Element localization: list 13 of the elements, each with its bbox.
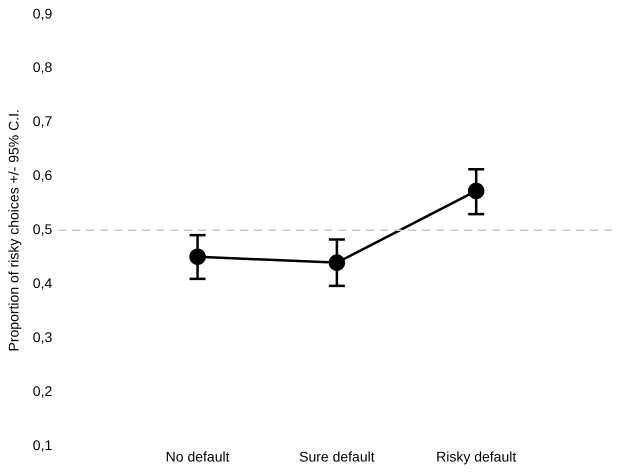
y-tick-label: 0,7 — [32, 113, 52, 130]
x-tick-label: Sure default — [299, 448, 375, 464]
y-tick-label: 0,9 — [32, 5, 52, 22]
x-tick-label: Risky default — [436, 448, 516, 464]
y-tick-label: 0,2 — [32, 383, 52, 400]
y-tick-label: 0,6 — [32, 167, 52, 184]
y-tick-label: 0,5 — [32, 221, 52, 238]
y-axis-title: Proportion of risky choices +/- 95% C.I. — [5, 109, 22, 352]
y-tick-label: 0,1 — [32, 437, 52, 454]
x-tick-label: No default — [166, 448, 230, 464]
y-tick-label: 0,4 — [32, 275, 52, 292]
y-tick-label: 0,8 — [32, 59, 52, 76]
y-tick-label: 0,3 — [32, 329, 52, 346]
